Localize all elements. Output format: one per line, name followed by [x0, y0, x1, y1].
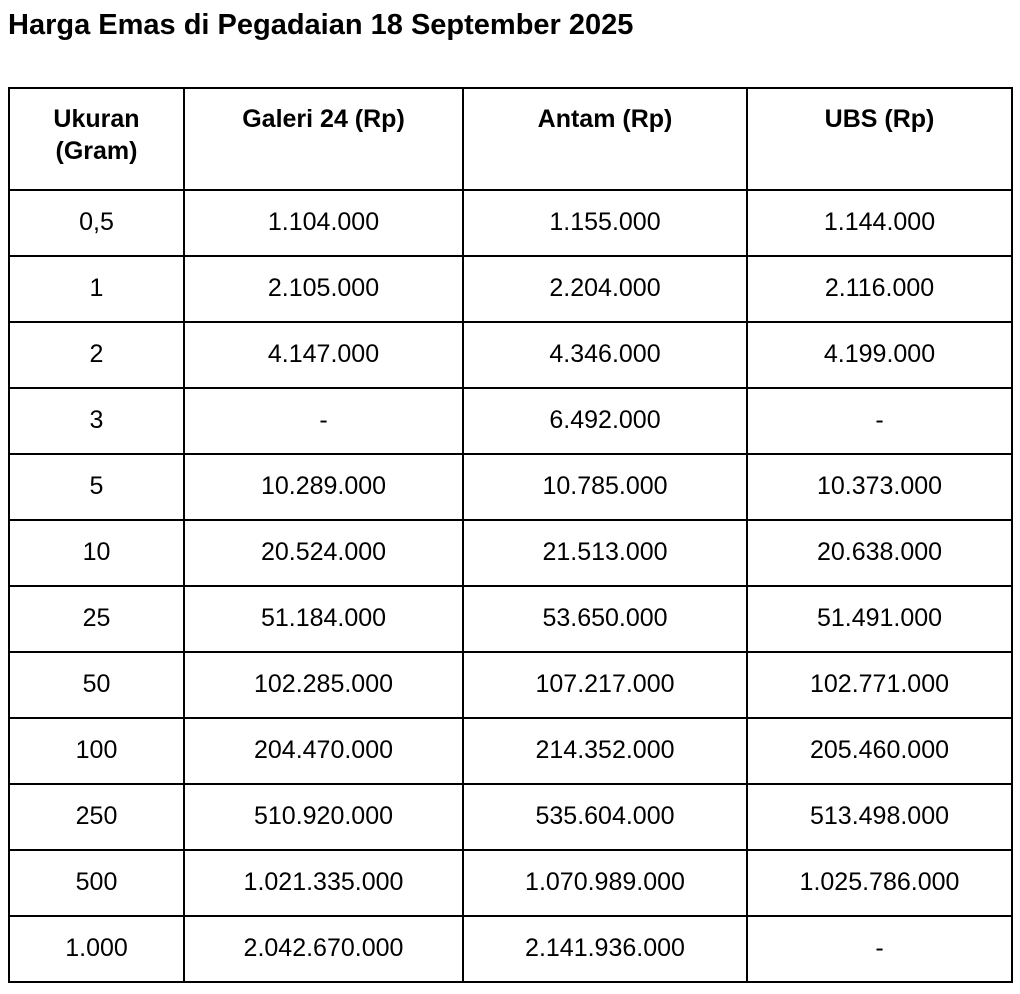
table-row: 250 510.920.000 535.604.000 513.498.000	[8, 782, 1013, 851]
cell-antam: 535.604.000	[462, 782, 748, 851]
cell-ubs: 20.638.000	[746, 518, 1013, 587]
cell-size: 0,5	[8, 188, 185, 257]
table-row: 2 4.147.000 4.346.000 4.199.000	[8, 320, 1013, 389]
table-row: 1.000 2.042.670.000 2.141.936.000 -	[8, 914, 1013, 983]
cell-g24: 2.105.000	[183, 254, 464, 323]
cell-ubs: -	[746, 386, 1013, 455]
table-row: 5 10.289.000 10.785.000 10.373.000	[8, 452, 1013, 521]
cell-g24: 510.920.000	[183, 782, 464, 851]
table-row: 100 204.470.000 214.352.000 205.460.000	[8, 716, 1013, 785]
cell-ubs: 1.144.000	[746, 188, 1013, 257]
cell-antam: 2.204.000	[462, 254, 748, 323]
cell-size: 10	[8, 518, 185, 587]
cell-antam: 10.785.000	[462, 452, 748, 521]
cell-antam: 4.346.000	[462, 320, 748, 389]
column-header-galeri24: Galeri 24 (Rp)	[183, 86, 464, 191]
cell-ubs: 4.199.000	[746, 320, 1013, 389]
cell-antam: 6.492.000	[462, 386, 748, 455]
cell-size: 500	[8, 848, 185, 917]
column-header-ubs: UBS (Rp)	[746, 86, 1013, 191]
header-row: Ukuran (Gram) Galeri 24 (Rp) Antam (Rp) …	[8, 86, 1013, 191]
cell-size: 25	[8, 584, 185, 653]
table-row: 25 51.184.000 53.650.000 51.491.000	[8, 584, 1013, 653]
cell-g24: 204.470.000	[183, 716, 464, 785]
cell-ubs: -	[746, 914, 1013, 983]
cell-antam: 53.650.000	[462, 584, 748, 653]
table-row: 1 2.105.000 2.204.000 2.116.000	[8, 254, 1013, 323]
table-row: 3 - 6.492.000 -	[8, 386, 1013, 455]
table-row: 0,5 1.104.000 1.155.000 1.144.000	[8, 188, 1013, 257]
cell-size: 100	[8, 716, 185, 785]
cell-g24: 10.289.000	[183, 452, 464, 521]
cell-antam: 1.070.989.000	[462, 848, 748, 917]
cell-antam: 1.155.000	[462, 188, 748, 257]
cell-g24: 1.021.335.000	[183, 848, 464, 917]
cell-size: 250	[8, 782, 185, 851]
cell-g24: 51.184.000	[183, 584, 464, 653]
cell-g24: -	[183, 386, 464, 455]
cell-g24: 102.285.000	[183, 650, 464, 719]
cell-ubs: 51.491.000	[746, 584, 1013, 653]
table-body: 0,5 1.104.000 1.155.000 1.144.000 1 2.10…	[8, 188, 1013, 983]
column-header-ukuran-gram: Ukuran (Gram)	[8, 86, 185, 191]
cell-ubs: 2.116.000	[746, 254, 1013, 323]
cell-size: 5	[8, 452, 185, 521]
cell-g24: 1.104.000	[183, 188, 464, 257]
cell-size: 3	[8, 386, 185, 455]
table-row: 10 20.524.000 21.513.000 20.638.000	[8, 518, 1013, 587]
cell-ubs: 513.498.000	[746, 782, 1013, 851]
table-row: 500 1.021.335.000 1.070.989.000 1.025.78…	[8, 848, 1013, 917]
column-header-antam: Antam (Rp)	[462, 86, 748, 191]
cell-size: 1.000	[8, 914, 185, 983]
table-row: 50 102.285.000 107.217.000 102.771.000	[8, 650, 1013, 719]
cell-ubs: 205.460.000	[746, 716, 1013, 785]
cell-antam: 21.513.000	[462, 518, 748, 587]
page-title: Harga Emas di Pegadaian 18 September 202…	[8, 9, 634, 41]
cell-g24: 2.042.670.000	[183, 914, 464, 983]
cell-size: 50	[8, 650, 185, 719]
cell-antam: 2.141.936.000	[462, 914, 748, 983]
cell-antam: 107.217.000	[462, 650, 748, 719]
cell-g24: 4.147.000	[183, 320, 464, 389]
cell-size: 1	[8, 254, 185, 323]
cell-ubs: 10.373.000	[746, 452, 1013, 521]
cell-antam: 214.352.000	[462, 716, 748, 785]
gold-price-table: Ukuran (Gram) Galeri 24 (Rp) Antam (Rp) …	[8, 86, 1013, 983]
cell-size: 2	[8, 320, 185, 389]
table-header: Ukuran (Gram) Galeri 24 (Rp) Antam (Rp) …	[8, 86, 1013, 191]
cell-ubs: 102.771.000	[746, 650, 1013, 719]
cell-ubs: 1.025.786.000	[746, 848, 1013, 917]
cell-g24: 20.524.000	[183, 518, 464, 587]
